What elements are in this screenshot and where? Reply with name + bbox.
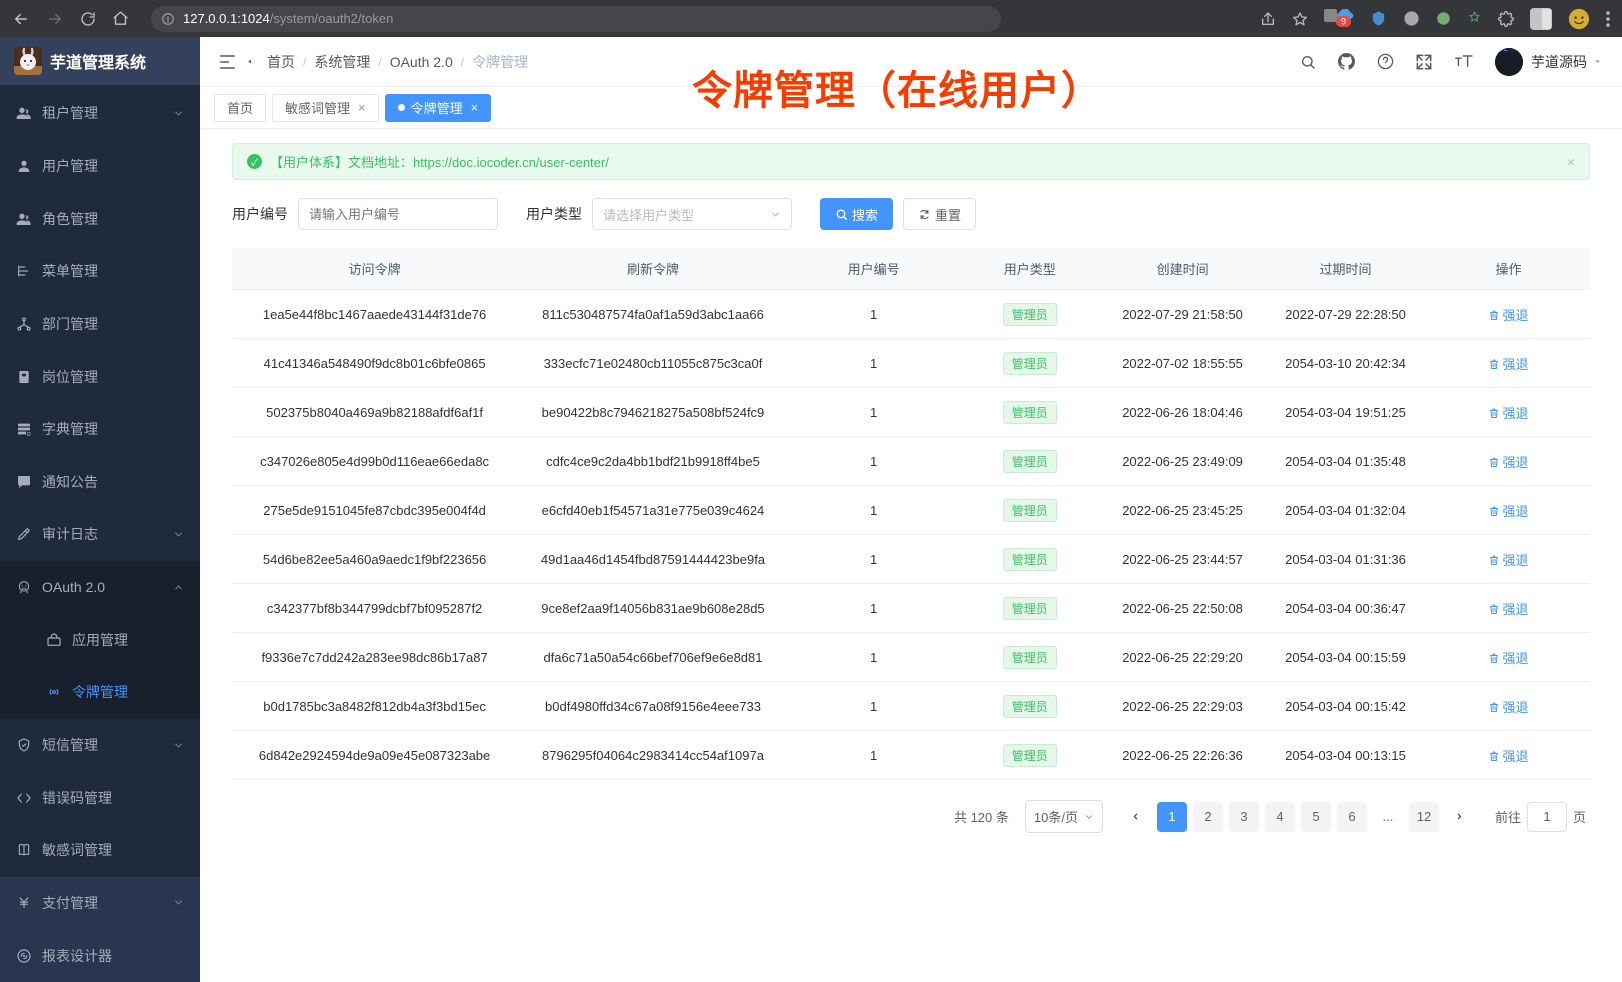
svg-text:9: 9 [1341,16,1346,26]
